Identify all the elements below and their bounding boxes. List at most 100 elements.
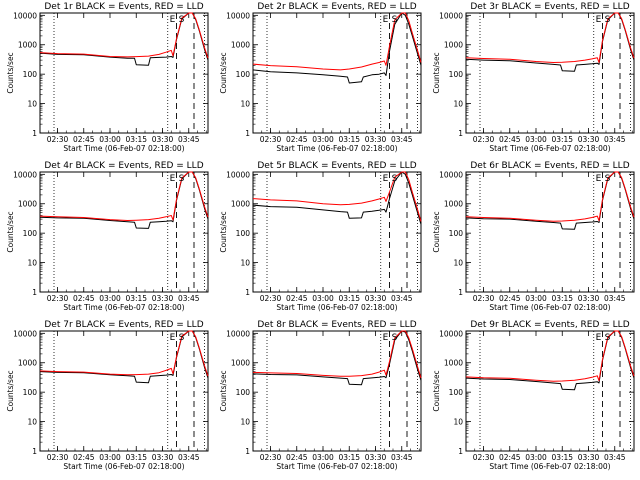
detector-panel-8: Det 8r BLACK = Events, RED = LLD 1 10 100 10… [219, 320, 422, 471]
annotation-s: S [179, 174, 185, 184]
detector-panel-5: Det 5r BLACK = Events, RED = LLD 1 10 100 10… [219, 161, 422, 312]
x-tick-label: 03:45 [604, 135, 626, 144]
annotation-e: E [596, 15, 602, 25]
annotation-e: E [383, 333, 389, 343]
x-tick-label: 03:00 [525, 294, 547, 303]
events-series-line [252, 171, 422, 225]
x-tick-label: 03:30 [152, 135, 174, 144]
x-tick-label: 02:30 [47, 135, 69, 144]
y-axis-label: Counts/sec [432, 52, 441, 93]
panel-title: Det 3r BLACK = Events, RED = LLD [470, 2, 629, 12]
y-axis-label: Counts/sec [219, 52, 228, 93]
detector-panel-7: Det 7r BLACK = Events, RED = LLD 1 10 100 10… [6, 320, 209, 471]
lld-series-line [39, 12, 209, 59]
x-tick-label: 02:45 [286, 453, 308, 462]
annotation-e: E [170, 333, 176, 343]
y-tick-label: 1000 [444, 200, 463, 209]
x-tick-label: 02:30 [47, 294, 69, 303]
x-tick-label: 03:30 [578, 453, 600, 462]
x-axis-label: Start Time (06-Feb-07 02:18:00) [63, 462, 184, 471]
x-axis-label: Start Time (06-Feb-07 02:18:00) [276, 462, 397, 471]
x-axis-label: Start Time (06-Feb-07 02:18:00) [63, 303, 184, 312]
x-tick-label: 03:15 [338, 294, 360, 303]
x-tick-label: 03:00 [312, 453, 334, 462]
y-tick-label: 1 [32, 447, 37, 456]
annotation-e: E [596, 174, 602, 184]
x-axis-label: Start Time (06-Feb-07 02:18:00) [489, 462, 610, 471]
x-axis-label: Start Time (06-Feb-07 02:18:00) [489, 303, 610, 312]
x-axis-label: Start Time (06-Feb-07 02:18:00) [63, 144, 184, 153]
x-tick-label: 03:45 [604, 453, 626, 462]
panel-title: Det 2r BLACK = Events, RED = LLD [257, 2, 416, 12]
annotation-s: S [392, 333, 398, 343]
y-tick-label: 10 [453, 259, 463, 268]
detector-panel-1: Det 1r BLACK = Events, RED = LLD 1 10 100 10… [6, 2, 209, 153]
x-tick-label: 03:15 [551, 135, 573, 144]
x-tick-label: 03:00 [525, 135, 547, 144]
x-axis-label: Start Time (06-Feb-07 02:18:00) [276, 144, 397, 153]
x-axis-label: Start Time (06-Feb-07 02:18:00) [489, 144, 610, 153]
y-axis-label: Counts/sec [6, 370, 15, 411]
x-tick-label: 03:30 [365, 294, 387, 303]
x-tick-label: 03:45 [178, 294, 200, 303]
x-tick-label: 03:00 [99, 453, 121, 462]
y-tick-label: 10 [240, 100, 250, 109]
y-tick-label: 10000 [439, 329, 463, 338]
lld-series-line [39, 330, 209, 377]
x-tick-label: 03:00 [99, 135, 121, 144]
y-tick-label: 1 [245, 129, 250, 138]
y-tick-label: 1000 [18, 200, 37, 209]
x-tick-label: 03:15 [551, 294, 573, 303]
events-series-line [252, 12, 422, 84]
y-tick-label: 10 [27, 418, 37, 427]
y-tick-label: 100 [23, 70, 38, 79]
x-tick-label: 03:45 [391, 453, 413, 462]
y-axis-label: Counts/sec [432, 211, 441, 252]
x-tick-label: 03:30 [152, 294, 174, 303]
detector-panel-9: Det 9r BLACK = Events, RED = LLD 1 10 100 10… [432, 320, 635, 471]
plot-frame [465, 171, 635, 293]
x-tick-label: 03:30 [365, 453, 387, 462]
x-tick-label: 02:30 [473, 294, 495, 303]
y-tick-label: 10 [240, 418, 250, 427]
y-tick-label: 1 [32, 288, 37, 297]
y-tick-label: 1 [458, 129, 463, 138]
annotation-e: E [383, 15, 389, 25]
plot-frame [39, 171, 209, 293]
y-tick-label: 10000 [13, 170, 37, 179]
y-tick-label: 10 [453, 418, 463, 427]
y-tick-label: 100 [449, 70, 464, 79]
x-tick-label: 03:15 [125, 135, 147, 144]
y-tick-label: 10 [453, 100, 463, 109]
plot-frame [465, 12, 635, 134]
lld-series-line [252, 171, 422, 222]
lld-series-line [39, 171, 209, 221]
annotation-e: E [170, 15, 176, 25]
x-tick-label: 03:00 [99, 294, 121, 303]
plot-frame [39, 12, 209, 134]
y-tick-label: 1000 [231, 200, 250, 209]
x-tick-label: 02:45 [499, 135, 521, 144]
y-tick-label: 1 [458, 288, 463, 297]
detector-panel-3: Det 3r BLACK = Events, RED = LLD 1 10 100 10… [432, 2, 635, 153]
panel-title: Det 4r BLACK = Events, RED = LLD [44, 161, 203, 171]
lld-series-line [252, 12, 422, 71]
x-tick-label: 03:00 [312, 135, 334, 144]
y-tick-label: 1 [245, 447, 250, 456]
y-tick-label: 10 [27, 259, 37, 268]
y-axis-label: Counts/sec [432, 370, 441, 411]
x-axis-label: Start Time (06-Feb-07 02:18:00) [276, 303, 397, 312]
y-tick-label: 10000 [226, 329, 250, 338]
y-tick-label: 1000 [444, 359, 463, 368]
panel-title: Det 9r BLACK = Events, RED = LLD [470, 320, 629, 330]
plot-frame [252, 12, 422, 134]
y-tick-label: 100 [23, 229, 38, 238]
x-tick-label: 02:30 [47, 453, 69, 462]
y-tick-label: 100 [236, 70, 251, 79]
y-tick-label: 1000 [18, 41, 37, 50]
y-tick-label: 1000 [231, 41, 250, 50]
panel-title: Det 6r BLACK = Events, RED = LLD [470, 161, 629, 171]
y-tick-label: 10000 [226, 170, 250, 179]
annotation-s: S [605, 15, 611, 25]
